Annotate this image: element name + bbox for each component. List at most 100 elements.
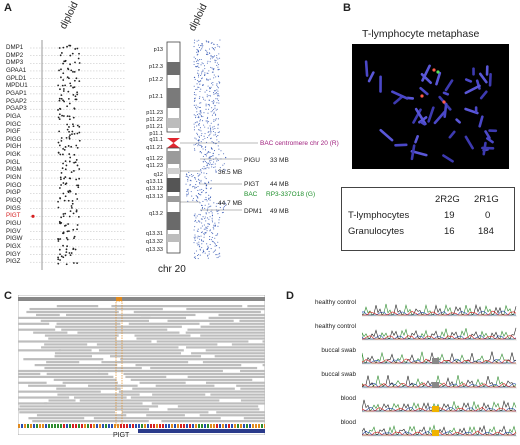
chrom-scatter-point — [188, 177, 190, 179]
scatter-point — [73, 70, 76, 73]
chrom-scatter-point — [216, 57, 218, 59]
metaphase-chromosome — [410, 149, 428, 157]
chrom-scatter-point — [214, 90, 216, 92]
chrom-scatter-point — [205, 192, 207, 194]
chrom-scatter-point — [195, 106, 197, 108]
chrom-scatter-point — [216, 89, 218, 91]
scatter-point — [76, 228, 78, 231]
chrom-scatter-point — [211, 42, 213, 44]
scatter-point — [69, 190, 72, 193]
reference-base — [51, 424, 53, 428]
metaphase-chromosome — [464, 135, 474, 150]
chrom-scatter-point — [210, 122, 212, 124]
metaphase-chromosome — [406, 96, 415, 100]
sample-label: blood — [340, 395, 356, 402]
chrom-scatter-point — [222, 208, 225, 210]
chrom-scatter-point — [217, 127, 219, 129]
aligned-read — [23, 358, 104, 361]
chrom-scatter-point — [214, 245, 216, 247]
aligned-read — [200, 325, 265, 328]
reference-base — [45, 424, 47, 428]
chrom-scatter-point — [197, 257, 199, 260]
chrom-scatter-point — [185, 183, 187, 185]
scatter-point — [64, 59, 67, 62]
scatter-point — [62, 147, 65, 150]
reference-base — [213, 424, 215, 428]
chrom-scatter-point — [221, 212, 223, 214]
chrom-scatter-point — [201, 44, 203, 46]
chrom-scatter-point — [216, 160, 218, 162]
chrom-scatter-point — [218, 141, 220, 143]
chrom-scatter-point — [216, 210, 218, 212]
chrom-scatter-point — [215, 169, 217, 171]
scatter-point — [66, 76, 69, 79]
scatter-point — [57, 240, 60, 242]
chrom-scatter-point — [217, 118, 219, 120]
chrom-scatter-point — [217, 225, 219, 227]
chrom-scatter-point — [208, 253, 210, 255]
metaphase-chromosome — [414, 135, 419, 144]
chrom-scatter-point — [199, 144, 201, 146]
chrom-scatter-point — [196, 121, 198, 123]
chrom-scatter-point — [209, 156, 211, 158]
chrom-scatter-point — [205, 105, 207, 107]
scatter-point — [75, 193, 77, 195]
chrom-scatter-point — [212, 126, 214, 128]
aligned-read — [18, 372, 41, 376]
chrom-scatter-point — [200, 181, 202, 183]
metaphase-chromosome — [379, 75, 382, 93]
chrom-scatter-point — [212, 81, 214, 84]
aligned-read — [93, 417, 221, 420]
chrom-scatter-point — [195, 65, 197, 68]
aligned-read — [121, 411, 209, 414]
reference-base — [237, 424, 239, 428]
gene-label: GPAA1 — [6, 66, 27, 74]
chrom-scatter-point — [207, 206, 209, 208]
reference-base — [57, 424, 59, 428]
scatter-point — [70, 69, 73, 72]
gene-label: PIGO — [6, 181, 22, 189]
chrom-scatter-point — [212, 130, 215, 133]
gene-label: DMP2 — [6, 51, 24, 59]
band-label: q11.22 — [146, 156, 163, 162]
gene-label: MPDU1 — [6, 82, 28, 90]
chrom-scatter-point — [200, 130, 202, 132]
chrom-scatter-point — [207, 54, 209, 56]
chrom-scatter-point — [210, 159, 212, 162]
scatter-point — [57, 116, 60, 119]
chrom-scatter-point — [187, 192, 189, 194]
chrom-scatter-point — [213, 134, 215, 136]
chrom-scatter-point — [209, 244, 211, 246]
scatter-point — [76, 146, 79, 149]
gene-label: PIGW — [6, 235, 23, 243]
chrom-scatter-point — [200, 64, 202, 66]
chrom-scatter-point — [207, 131, 209, 133]
chrom-scatter-point — [193, 129, 195, 131]
scatter-point — [64, 146, 67, 148]
reference-base — [258, 424, 260, 428]
chrom-scatter-point — [211, 215, 213, 217]
metaphase-chromosome — [433, 110, 446, 125]
chrom-scatter-point — [206, 166, 208, 168]
fish-signal — [432, 68, 436, 72]
reference-base — [135, 424, 137, 428]
chrom-scatter-point — [213, 120, 215, 122]
chrom-scatter-point — [206, 227, 208, 229]
scatter-point — [58, 118, 61, 121]
scatter-point — [78, 131, 81, 134]
reference-base — [192, 424, 194, 428]
scatter-point — [77, 184, 80, 187]
reference-base — [126, 424, 128, 428]
chrom-scatter-point — [215, 92, 218, 94]
table-header-2r2g: 2R2G — [435, 194, 460, 205]
scatter-point — [68, 160, 71, 163]
scatter-point — [65, 251, 68, 253]
chrom-scatter-point — [202, 70, 204, 72]
chrom-scatter-point — [195, 94, 197, 96]
chrom-scatter-point — [187, 188, 189, 190]
chrom-scatter-point — [193, 104, 195, 106]
chrom-scatter-point — [217, 45, 219, 47]
chrom-scatter-point — [213, 125, 215, 127]
chrom-scatter-point — [210, 188, 212, 190]
reference-base — [72, 424, 74, 428]
